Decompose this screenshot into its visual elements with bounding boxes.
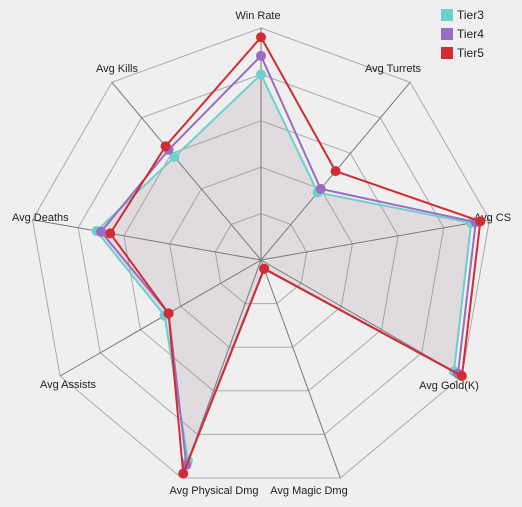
axis-label-avg-assists: Avg Assists	[40, 379, 97, 391]
data-point-tier5-2	[475, 216, 486, 227]
data-point-tier5-7	[105, 228, 116, 239]
axis-label-avg-physical-dmg: Avg Physical Dmg	[169, 485, 258, 497]
grid-ring-4	[77, 73, 445, 435]
series-line-tier5	[108, 35, 482, 475]
axis-label-avg-gold-k: Avg Gold(K)	[419, 380, 479, 392]
legend-item-tier5[interactable]: Tier5	[441, 43, 484, 62]
grid-ring-1	[214, 213, 308, 305]
legend-item-tier3[interactable]: Tier3	[441, 5, 484, 24]
axis-label-avg-deaths: Avg Deaths	[12, 212, 69, 224]
data-point-tier4-0	[256, 50, 266, 61]
spoke-7	[32, 219, 262, 261]
spoke-8	[111, 81, 262, 261]
legend-item-tier4[interactable]: Tier4	[441, 24, 484, 43]
radar-spokes	[32, 28, 490, 479]
data-point-tier5-5	[178, 468, 189, 479]
grid-ring-3	[123, 120, 399, 392]
legend-label-tier5: Tier5	[457, 45, 484, 60]
axis-label-avg-turrets: Avg Turrets	[365, 63, 422, 75]
series-line-tier3	[95, 72, 473, 465]
data-point-tier4-7	[96, 226, 107, 237]
radar-series	[91, 32, 486, 479]
axis-label-avg-kills: Avg Kills	[96, 63, 138, 75]
axis-label-win-rate: Win Rate	[235, 10, 280, 22]
legend-swatch-tier4	[441, 27, 453, 40]
legend: Tier3 Tier4 Tier5	[441, 5, 484, 62]
spoke-4	[260, 259, 341, 479]
legend-label-tier4: Tier4	[457, 26, 484, 41]
legend-label-tier3: Tier3	[457, 7, 484, 22]
legend-swatch-tier5	[441, 46, 453, 59]
data-point-tier5-8	[160, 141, 171, 152]
radar-grid	[32, 27, 490, 479]
spoke-2	[260, 219, 490, 261]
grid-ring-2	[169, 166, 353, 348]
data-point-tier5-1	[330, 166, 341, 177]
data-point-tier5-6	[163, 308, 174, 319]
series-tier5	[105, 32, 486, 479]
data-point-tier5-3	[456, 371, 467, 381]
data-point-tier5-4	[259, 263, 270, 274]
grid-ring-5	[32, 27, 490, 479]
data-point-tier3-0	[256, 69, 266, 80]
legend-swatch-tier3	[441, 8, 453, 21]
data-point-tier5-0	[256, 32, 266, 43]
series-tier3	[91, 69, 477, 466]
data-point-tier3-8	[169, 151, 180, 162]
data-point-tier4-1	[315, 183, 326, 194]
axis-label-avg-magic-dmg: Avg Magic Dmg	[270, 485, 347, 497]
